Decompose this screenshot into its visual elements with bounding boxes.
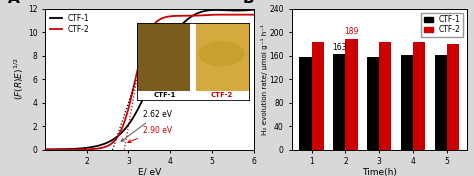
CTF-2 xyxy=(201,14,206,16)
Text: A: A xyxy=(8,0,19,6)
Text: B: B xyxy=(242,0,254,6)
Legend: CTF-1, CTF-2: CTF-1, CTF-2 xyxy=(49,13,91,35)
Y-axis label: H₂ evolution rate/ μmol g⁻¹ h⁻¹: H₂ evolution rate/ μmol g⁻¹ h⁻¹ xyxy=(261,24,268,135)
X-axis label: E/ eV: E/ eV xyxy=(137,168,161,176)
CTF-1 xyxy=(55,148,61,150)
CTF-2 xyxy=(251,14,256,16)
CTF-2 xyxy=(210,14,216,16)
CTF-2 xyxy=(55,149,61,151)
Y-axis label: $(F(R)E)^{1/2}$: $(F(R)E)^{1/2}$ xyxy=(13,58,27,100)
Bar xyxy=(435,55,447,150)
Bar xyxy=(401,55,413,150)
CTF-1 xyxy=(42,148,48,150)
Text: 2.62 eV: 2.62 eV xyxy=(121,110,172,142)
CTF-2 xyxy=(42,149,48,151)
Line: CTF-1: CTF-1 xyxy=(45,10,254,149)
Text: 189: 189 xyxy=(344,27,359,36)
CTF-2 xyxy=(169,15,174,17)
Bar xyxy=(379,42,392,150)
CTF-1 xyxy=(201,10,206,12)
Bar xyxy=(333,54,346,150)
CTF-2 xyxy=(164,16,169,18)
CTF-1 xyxy=(175,28,181,30)
CTF-2 xyxy=(175,15,181,17)
CTF-1 xyxy=(169,37,174,39)
Bar xyxy=(413,42,425,150)
CTF-1 xyxy=(164,47,169,49)
CTF-1 xyxy=(251,9,256,11)
Bar xyxy=(367,57,379,150)
Bar xyxy=(300,57,311,150)
X-axis label: Time(h): Time(h) xyxy=(362,168,397,176)
Bar xyxy=(447,44,459,150)
CTF-1 xyxy=(222,9,228,11)
Bar xyxy=(346,39,357,150)
CTF-2 xyxy=(222,14,228,16)
Text: 2.90 eV: 2.90 eV xyxy=(128,126,172,143)
Text: 163: 163 xyxy=(332,43,346,52)
Bar xyxy=(311,42,324,150)
Line: CTF-2: CTF-2 xyxy=(45,15,254,150)
Legend: CTF-1, CTF-2: CTF-1, CTF-2 xyxy=(421,13,463,37)
